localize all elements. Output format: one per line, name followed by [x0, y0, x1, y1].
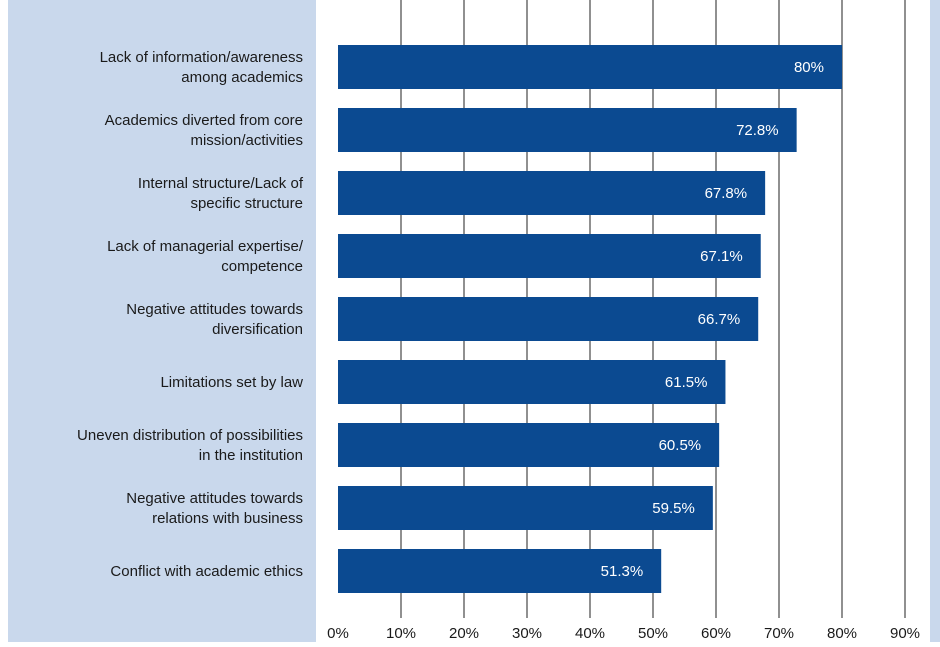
x-tick-label-6: 60% — [701, 625, 731, 642]
data-label-4: 66.7% — [698, 311, 741, 328]
x-tick-label-7: 70% — [764, 625, 794, 642]
data-label-3: 67.1% — [700, 248, 743, 265]
data-label-6: 60.5% — [659, 437, 702, 454]
data-label-0: 80% — [794, 59, 824, 76]
x-tick-label-2: 20% — [449, 625, 479, 642]
category-label-7: Negative attitudes towards relations with… — [126, 490, 303, 527]
x-tick-label-8: 80% — [827, 625, 857, 642]
category-label-6: Uneven distribution of possibilities in t… — [77, 427, 303, 464]
bar-7 — [338, 486, 713, 530]
bar-4 — [338, 297, 759, 341]
x-tick-label-4: 40% — [575, 625, 605, 642]
bar-1 — [338, 108, 797, 152]
data-label-8: 51.3% — [601, 563, 644, 580]
data-label-2: 67.8% — [705, 185, 748, 202]
bar-8 — [338, 549, 662, 593]
x-tick-label-9: 90% — [890, 625, 920, 642]
right-strip-background — [930, 0, 940, 642]
category-label-8: Conflict with academic ethics — [110, 563, 303, 580]
category-label-3: Lack of managerial expertise/competence — [107, 238, 304, 275]
x-tick-label-5: 50% — [638, 625, 668, 642]
label-panel-background — [8, 0, 316, 642]
bar-5 — [338, 360, 726, 404]
data-label-1: 72.8% — [736, 122, 779, 139]
bar-6 — [338, 423, 720, 467]
x-tick-label-0: 0% — [327, 625, 349, 642]
category-label-4: Negative attitudes towards diversificatio… — [126, 301, 303, 338]
data-label-7: 59.5% — [652, 500, 695, 517]
x-axis-tick-labels: 0% 10% 20% 30% 40% 50% 60% 70% 80% 90% — [327, 625, 920, 642]
bar-2 — [338, 171, 766, 215]
category-label-1: Academics diverted from core mission/acti… — [105, 112, 303, 149]
category-label-0: Lack of information/awareness among acade… — [100, 49, 303, 86]
bars: 80% 72.8% 67.8% 67.1% 66.7% 61.5% 60.5% 59.5% 51… — [338, 45, 842, 593]
category-label-2: Internal structure/Lack of specific struc… — [138, 175, 304, 212]
x-tick-label-3: 30% — [512, 625, 542, 642]
data-label-5: 61.5% — [665, 374, 708, 391]
category-label-5: Limitations set by law — [160, 374, 303, 391]
bar-3 — [338, 234, 761, 278]
bar-0 — [338, 45, 842, 89]
x-tick-label-1: 10% — [386, 625, 416, 642]
category-labels: Lack of information/awareness among acade… — [77, 49, 304, 580]
